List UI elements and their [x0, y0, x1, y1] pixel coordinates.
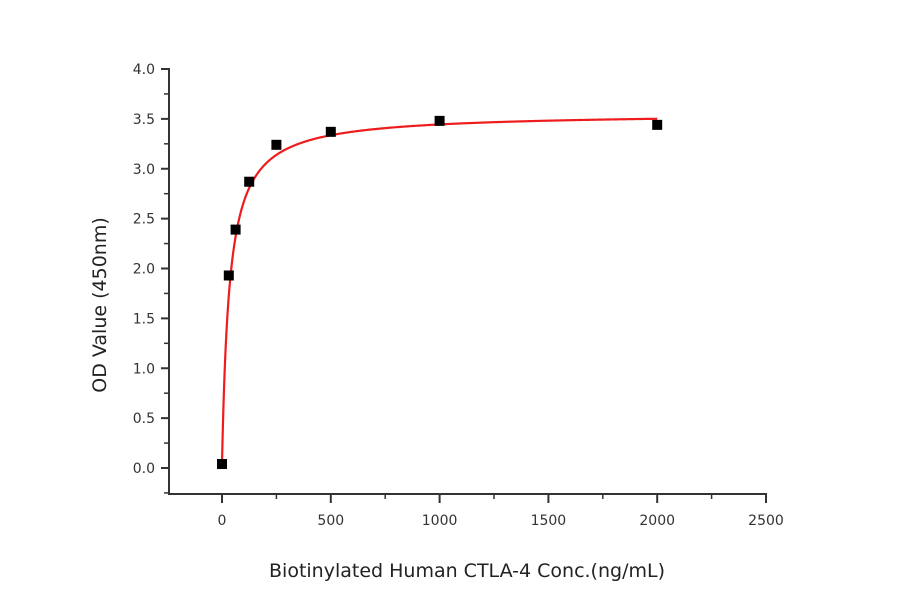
y-tick-label: 2.0 [133, 262, 155, 278]
y-tick-label: 3.0 [133, 162, 155, 178]
axes [168, 68, 767, 495]
data-points [217, 115, 663, 470]
data-point-marker [271, 139, 282, 150]
data-point-marker [434, 115, 445, 126]
x-axis-ticks: 0 500 1000 1500 2000 2500 [218, 494, 784, 529]
y-tick-label: 3.5 [133, 112, 155, 128]
y-tick-label: 0.0 [133, 461, 155, 477]
y-tick-label: 0.5 [133, 411, 155, 427]
fit-curve [220, 117, 658, 465]
x-tick-label: 0 [218, 513, 227, 529]
data-point-marker [230, 224, 241, 235]
data-point-marker [217, 459, 227, 470]
y-axis-ticks: 0.0 0.5 1.0 1.5 2.0 2.5 3.0 3.5 4.0 [133, 62, 169, 494]
x-tick-label: 1000 [422, 513, 458, 529]
y-tick-label: 1.0 [133, 361, 155, 377]
x-tick-label: 2500 [748, 513, 784, 529]
x-tick-label: 2000 [639, 513, 675, 529]
x-tick-label: 500 [317, 513, 344, 529]
data-point-marker [223, 270, 234, 281]
y-tick-label: 4.0 [133, 62, 155, 78]
data-point-marker [652, 119, 663, 130]
y-axis-title: OD Value (450nm) [89, 217, 111, 392]
x-tick-label: 1500 [531, 513, 567, 529]
y-tick-label: 1.5 [133, 311, 155, 327]
y-tick-label: 2.5 [133, 212, 155, 228]
data-point-marker [244, 176, 255, 187]
fit-curve-path [220, 117, 658, 465]
data-point-marker [325, 126, 336, 137]
x-axis-title: Biotinylated Human CTLA-4 Conc.(ng/mL) [269, 560, 665, 582]
